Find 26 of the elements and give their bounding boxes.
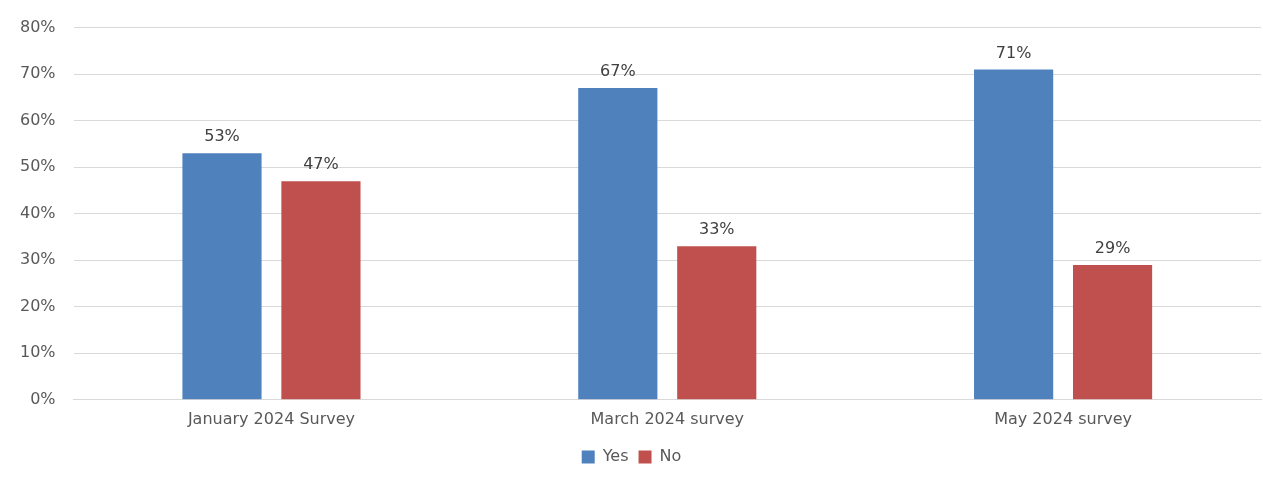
data-label: 71% [995, 42, 1032, 62]
data-label: 29% [1094, 238, 1131, 258]
y-tick-label: 70% [20, 63, 56, 83]
data-label: 33% [698, 219, 735, 239]
bar [281, 181, 361, 400]
bar [1072, 264, 1153, 400]
data-label: 47% [303, 154, 339, 174]
legend-label: No [659, 446, 682, 466]
y-tick-label: 60% [20, 109, 56, 129]
y-tick-label: 80% [20, 16, 56, 36]
y-tick-label: 50% [20, 156, 56, 176]
x-tick-label: March 2024 survey [590, 408, 745, 428]
y-tick-label: 0% [30, 388, 56, 408]
bar [677, 246, 757, 400]
y-tick-label: 40% [20, 202, 56, 222]
x-tick-label: January 2024 Survey [186, 408, 356, 428]
legend-label: Yes [601, 446, 629, 466]
bar [182, 153, 262, 400]
bar [578, 88, 658, 400]
data-label: 67% [600, 61, 636, 81]
y-tick-label: 30% [20, 249, 56, 269]
y-tick-label: 10% [20, 342, 56, 362]
bar [974, 69, 1054, 400]
x-tick-label: May 2024 survey [994, 408, 1132, 428]
data-label: 53% [204, 126, 240, 146]
y-tick-label: 20% [20, 295, 56, 315]
